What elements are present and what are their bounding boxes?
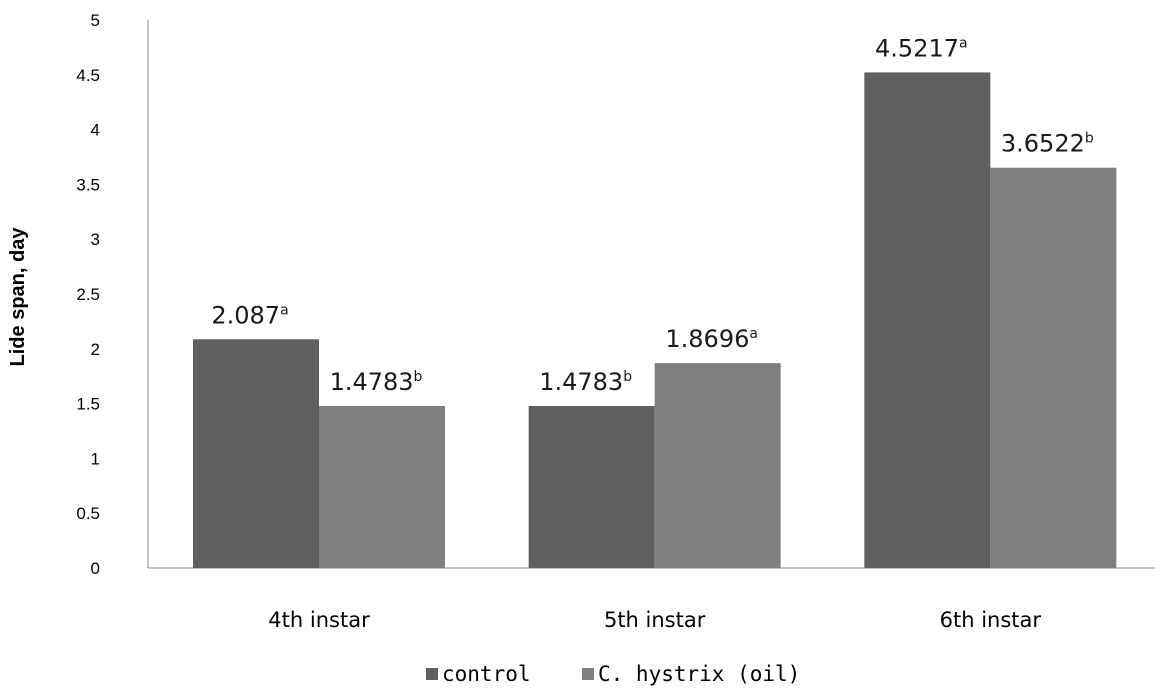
bar-c-hystrix-oil-1 — [319, 405, 445, 568]
y-axis-ticks: 0 0.5 1 1.5 2 2.5 3 3.5 4 4.5 5 — [76, 11, 100, 578]
y-tick-label: 4.5 — [76, 66, 100, 85]
significance-letter: a — [280, 302, 289, 318]
significance-letter: a — [959, 35, 968, 51]
category-label: 6th instar — [940, 608, 1042, 632]
y-tick-label: 3.5 — [76, 175, 100, 194]
y-tick-label: 2 — [91, 340, 100, 359]
y-tick-label: 2.5 — [76, 285, 100, 304]
data-label: 4.5217a — [875, 34, 968, 62]
y-tick-label: 1.5 — [76, 395, 100, 414]
legend-label: control — [442, 662, 531, 686]
y-tick-label: 0.5 — [76, 504, 100, 523]
y-tick-label: 4 — [91, 121, 100, 140]
significance-letter: b — [623, 369, 632, 385]
legend-label: C. hystrix (oil) — [598, 662, 800, 686]
legend-swatch — [582, 668, 594, 680]
bar-c-hystrix-oil-2 — [654, 363, 781, 568]
bar-control-3 — [864, 72, 991, 568]
bar-control-1 — [193, 339, 319, 568]
data-label: 1.4783b — [330, 368, 423, 396]
significance-letter: b — [1085, 131, 1094, 147]
significance-letter: a — [749, 326, 758, 342]
legend: control C. hystrix (oil) — [426, 662, 800, 686]
data-label: 3.6522b — [1001, 130, 1094, 158]
y-tick-label: 0 — [91, 559, 100, 578]
y-tick-label: 3 — [91, 230, 100, 249]
y-tick-label: 1 — [91, 449, 100, 468]
bars-group — [193, 72, 1117, 569]
data-label: 2.087a — [211, 301, 288, 329]
data-label: 1.8696a — [665, 325, 758, 353]
category-label: 4th instar — [268, 608, 370, 632]
data-label: 1.4783b — [539, 368, 632, 396]
y-tick-label: 5 — [91, 11, 100, 30]
category-label: 5th instar — [604, 608, 706, 632]
bar-control-2 — [528, 405, 655, 568]
category-labels-group: 4th instar 5th instar 6th instar — [268, 608, 1041, 632]
legend-swatch — [426, 668, 438, 680]
data-labels-group: 2.087a 1.4783b 1.4783b 1.8696a 4.5217a 3.6522… — [211, 34, 1094, 396]
bar-c-hystrix-oil-3 — [990, 167, 1117, 569]
significance-letter: b — [414, 369, 423, 385]
y-axis-label: Lide span, day — [7, 227, 29, 367]
